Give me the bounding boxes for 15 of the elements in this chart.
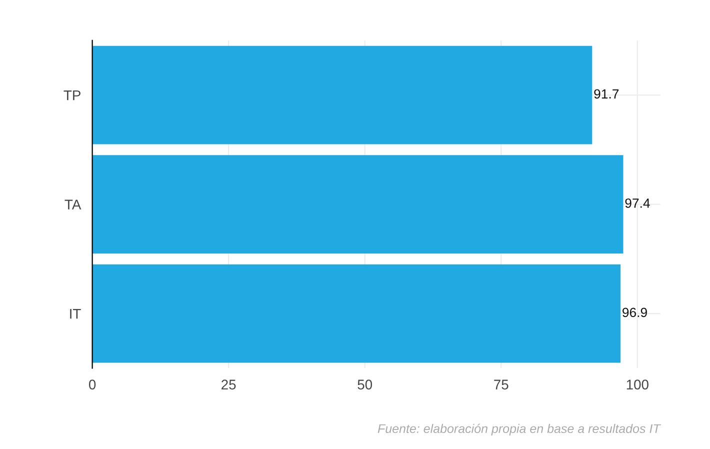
data-label: 97.4 xyxy=(625,198,650,208)
y-tick-label: IT xyxy=(70,309,81,319)
y-tick-label: TA xyxy=(64,200,82,210)
y-tick-label: TP xyxy=(64,90,80,100)
bar xyxy=(92,46,592,144)
x-tick-label: 100 xyxy=(626,380,648,390)
data-label: 96.9 xyxy=(622,308,647,318)
x-tick-label: 25 xyxy=(222,380,236,390)
source-note: Fuente: elaboración propia en base a resultados IT xyxy=(378,424,662,436)
bar xyxy=(92,155,624,254)
data-label: 91.7 xyxy=(594,89,619,99)
x-tick-label: 75 xyxy=(494,380,508,390)
bar xyxy=(92,264,621,363)
x-tick-label: 0 xyxy=(88,380,96,390)
x-tick-label: 50 xyxy=(358,380,372,390)
